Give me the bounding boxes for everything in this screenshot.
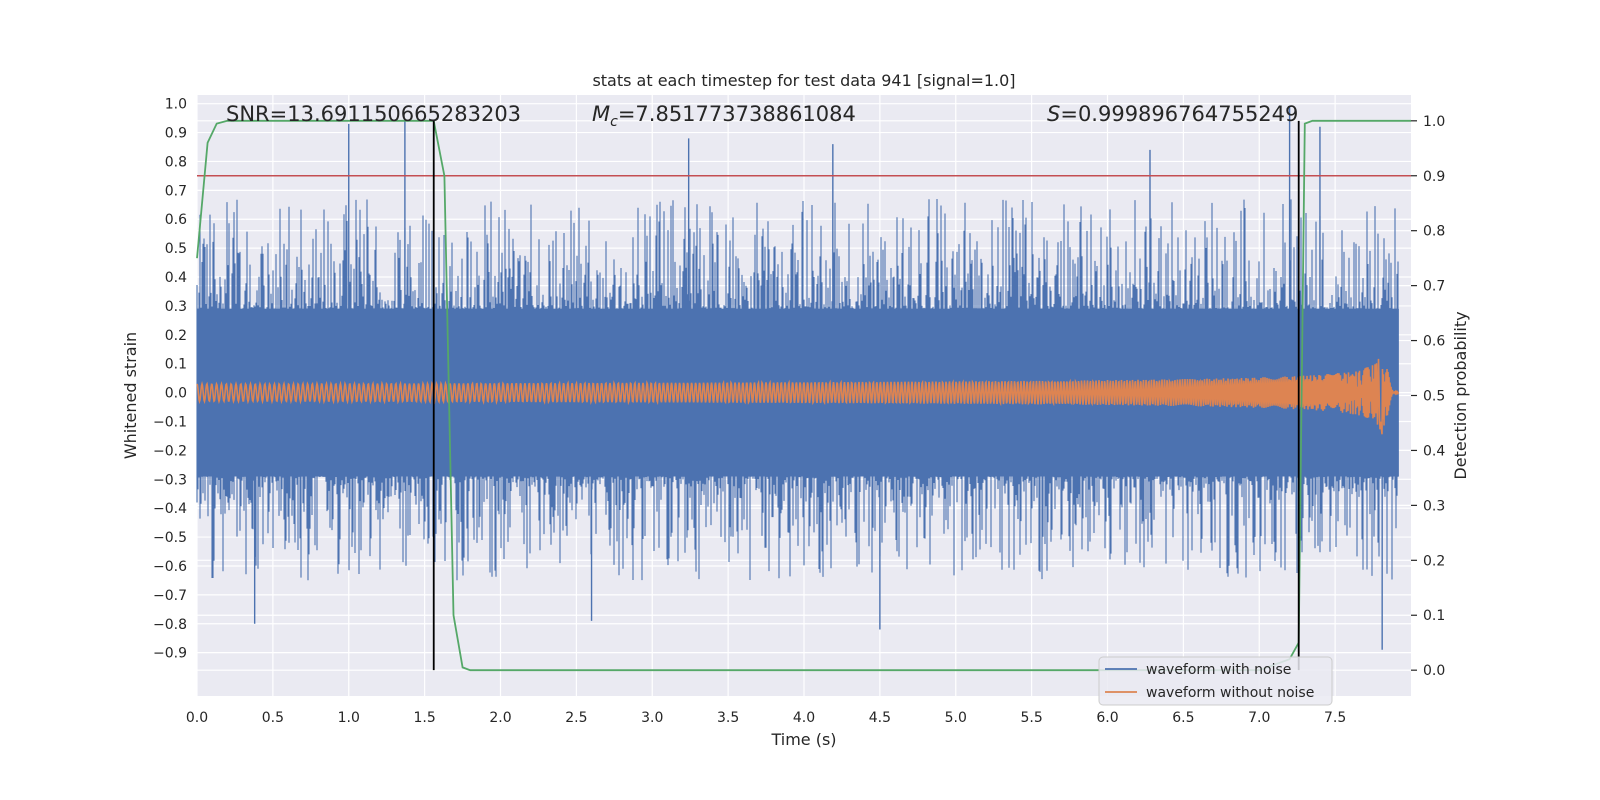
y2-tick-label: 1.0 [1423,114,1445,130]
x-tick-label: 3.0 [641,710,663,726]
score-symbol: S [1047,102,1060,126]
y2-axis-label: Detection probability [1451,311,1470,479]
x-tick-label: 0.0 [186,710,208,726]
x-tick-label: 3.5 [717,710,739,726]
x-tick-label: 4.5 [869,710,891,726]
y-tick-label: −0.6 [153,559,187,575]
y-tick-label: 0.5 [165,241,187,257]
x-tick-label: 5.5 [1020,710,1042,726]
y2-tick-label: 0.7 [1423,279,1445,295]
y-tick-label: −0.7 [153,588,187,604]
x-tick-label: 4.0 [793,710,815,726]
snr-annotation: SNR=13.691150665283203 [226,102,521,126]
y-tick-label: 0.2 [165,328,187,344]
x-tick-label: 2.5 [565,710,587,726]
y-tick-label: −0.1 [153,415,187,431]
x-tick-label: 0.5 [262,710,284,726]
clean-waveform-line [196,358,1400,435]
y2-tick-label: 0.6 [1423,334,1445,350]
y-tick-label: 0.1 [165,357,187,373]
x-tick-label: 1.0 [338,710,360,726]
x-tick-label: 6.0 [1096,710,1118,726]
chirp-mass-symbol: M [592,102,610,126]
y-tick-label: 0.0 [165,386,187,402]
y2-tick-label: 0.3 [1423,498,1445,514]
y-tick-label: 0.4 [165,270,187,286]
y-tick-label: −0.3 [153,472,187,488]
legend-label-clean: waveform without noise [1146,685,1314,701]
y2-tick-label: 0.8 [1423,224,1445,240]
y-tick-label: 0.8 [165,154,187,170]
chirp-mass-annotation: Mc=7.851773738861084 [592,102,856,130]
y2-tick-label: 0.2 [1423,553,1445,569]
detection-probability-line [196,119,1411,672]
y-tick-label: 0.6 [165,212,187,228]
score-annotation: S=0.999896764755249 [1047,102,1298,126]
y-tick-label: 0.3 [165,299,187,315]
y-tick-label: −0.8 [153,617,187,633]
y2-tick-label: 0.4 [1423,443,1445,459]
y-tick-label: 0.7 [165,183,187,199]
y-axis-label: Whitened strain [121,332,140,459]
y-tick-label: −0.5 [153,530,187,546]
vertical-markers [432,120,1300,671]
x-tick-label: 7.0 [1248,710,1270,726]
legend: waveform with noise waveform without noi… [1098,656,1333,706]
y2-tick-label: 0.0 [1423,663,1445,679]
x-tick-label: 7.5 [1324,710,1346,726]
x-axis: 0.0 0.5 1.0 1.5 2.0 2.5 3.0 3.5 4.0 4.5 5.0 5.5 6.0 6… [186,710,1346,726]
y-tick-label: 1.0 [165,97,187,113]
chirp-mass-value: =7.851773738861084 [618,102,856,126]
x-tick-label: 2.0 [489,710,511,726]
score-value: =0.999896764755249 [1060,102,1298,126]
legend-label-noise: waveform with noise [1146,662,1291,678]
x-tick-label: 6.5 [1172,710,1194,726]
y-tick-label: −0.2 [153,443,187,459]
x-tick-label: 1.5 [413,710,435,726]
chart-title: stats at each timestep for test data 941… [592,71,1015,90]
y-axis: 1.0 0.9 0.8 0.7 0.6 0.5 0.4 0.3 0.2 0.1 0.0 −0.1 −0.… [153,97,187,662]
legend-box [1098,656,1333,706]
y-tick-label: −0.9 [153,646,187,662]
y-tick-label: 0.9 [165,126,187,142]
x-axis-label: Time (s) [770,730,836,749]
y2-tick-label: 0.5 [1423,389,1445,405]
y2-tick-label: 0.9 [1423,169,1445,185]
y2-tick-label: 0.1 [1423,608,1445,624]
x-tick-label: 5.0 [945,710,967,726]
y-tick-label: −0.4 [153,501,187,517]
y2-axis: 1.0 0.9 0.8 0.7 0.6 0.5 0.4 0.3 0.2 0.1 0.0 [1411,114,1445,679]
chirp-mass-subscript: c [610,114,618,130]
